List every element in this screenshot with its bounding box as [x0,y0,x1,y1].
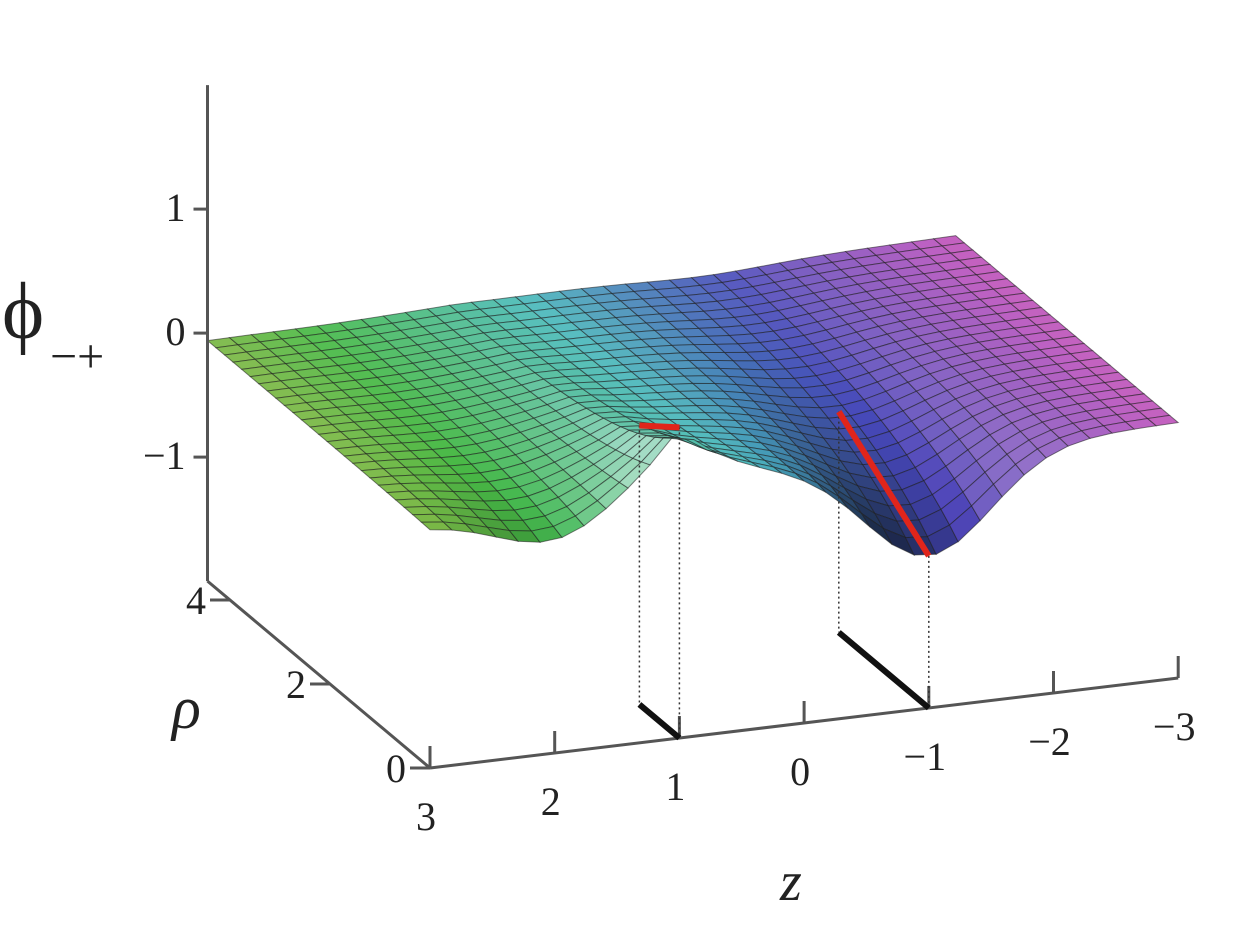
x-tick-label: 0 [790,749,810,794]
surface [206,235,1180,557]
z-tick-label: 1 [166,185,186,230]
y-tick-label: 2 [286,662,306,707]
z-tick-label: 0 [166,309,186,354]
floor-segment [637,702,682,741]
y-tick-label: 4 [186,578,206,623]
surface-patch [1146,414,1180,427]
y-tick-label: 0 [386,746,406,791]
x-tick-label: −2 [1028,719,1071,764]
x-tick-label: 1 [665,764,685,809]
x-tick-label: 2 [541,779,561,824]
surface-segment [639,422,680,431]
z-axis-label: ϕ [2,268,44,356]
floor-segment [836,630,931,711]
x-tick-label: 3 [416,794,436,839]
z-tick-label: −1 [143,433,186,478]
surface-segment [836,410,932,558]
z-axis-label-sub: −+ [50,330,104,383]
x-tick-label: −1 [904,734,947,779]
x-tick-label: −3 [1153,704,1196,749]
rho-axis [206,579,431,770]
y-axis-label: ρ [170,675,201,741]
x-axis-label: z [779,851,802,913]
